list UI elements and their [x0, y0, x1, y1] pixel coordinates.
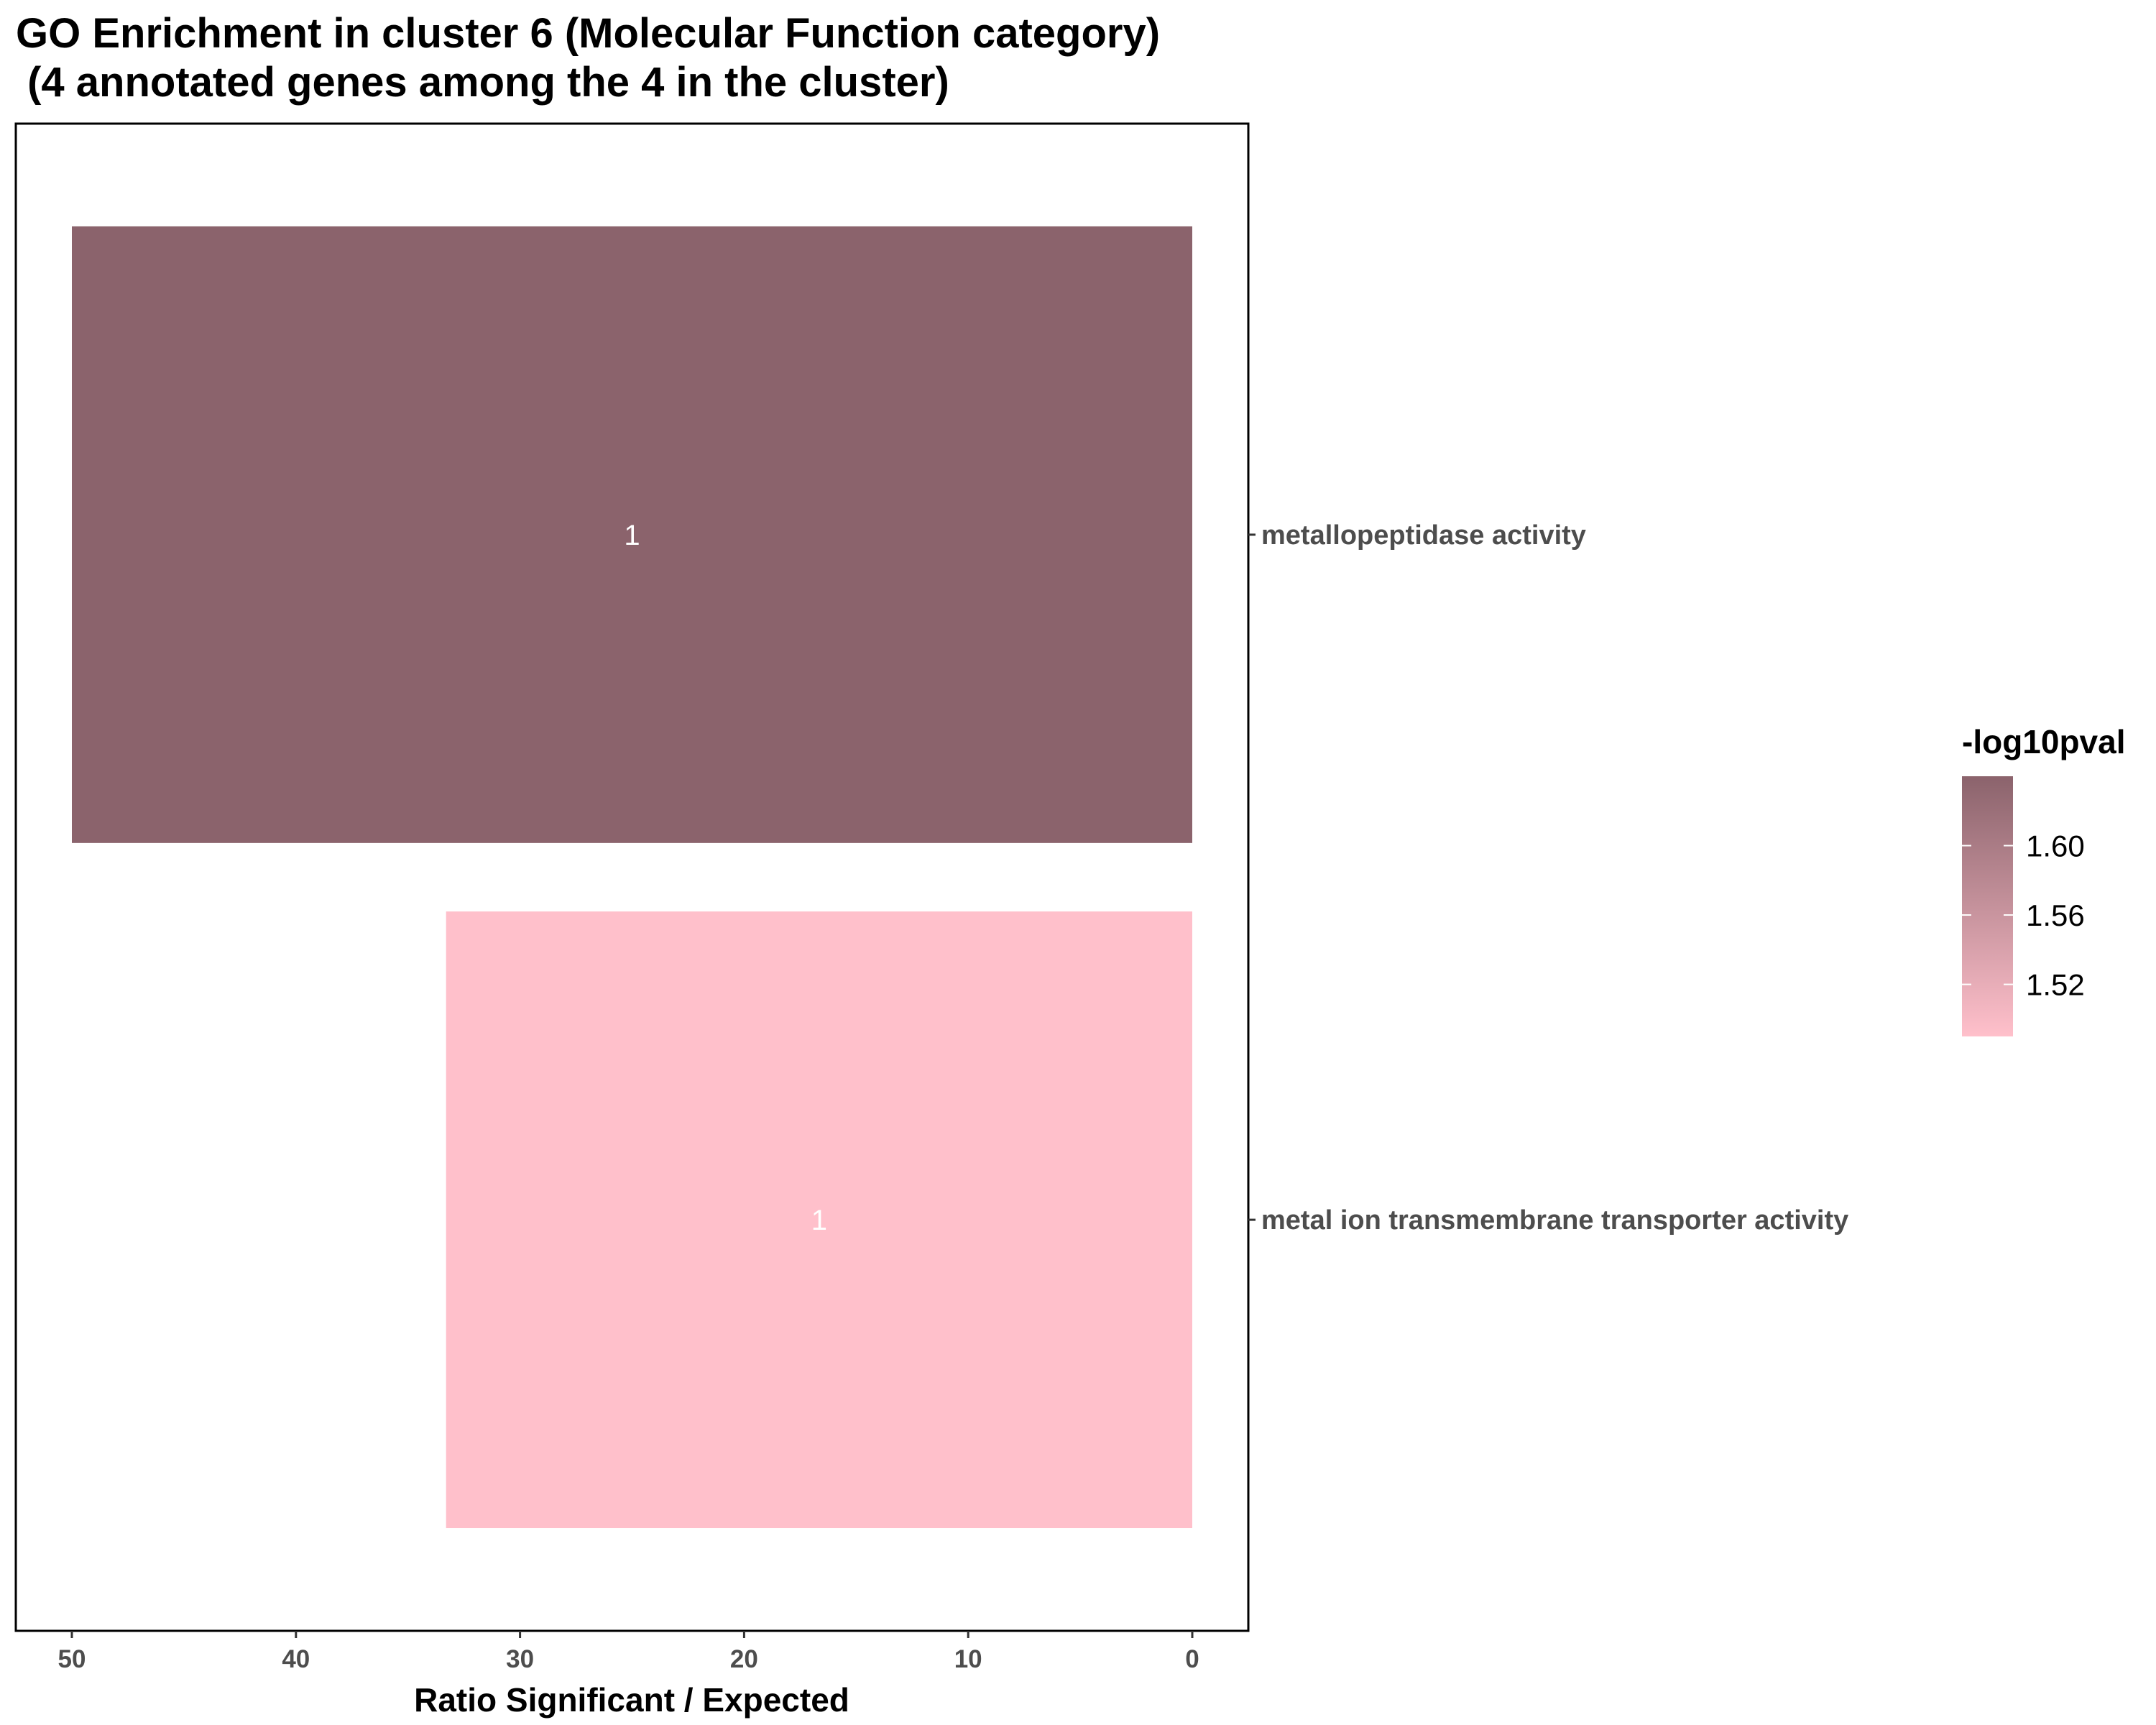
legend-tick-label: 1.56	[2026, 898, 2085, 932]
legend-colorbar	[1962, 776, 2013, 1036]
chart-title-line-2: (4 annotated genes among the 4 in the cl…	[16, 59, 949, 106]
legend-ticks: 1.52 1.56 1.60	[1962, 829, 2085, 1002]
color-legend: -log10pval 1.52 1.56 1.60	[1962, 723, 2126, 1036]
legend-title: -log10pval	[1962, 723, 2126, 760]
chart-title-line-1: GO Enrichment in cluster 6 (Molecular Fu…	[16, 10, 1160, 57]
x-axis-title: Ratio Significant / Expected	[414, 1681, 849, 1719]
legend-tick-label: 1.60	[2026, 829, 2085, 863]
legend-tick-label: 1.52	[2026, 968, 2085, 1002]
x-tick-label: 0	[1185, 1645, 1199, 1673]
bar-1	[72, 226, 1192, 843]
x-tick-label: 30	[506, 1645, 534, 1673]
bar-value-label: 1	[811, 1205, 827, 1236]
x-tick-label: 10	[954, 1645, 982, 1673]
category-label: metal ion transmembrane transporter acti…	[1261, 1205, 1848, 1236]
bars-layer	[72, 226, 1192, 1529]
x-tick-label: 40	[282, 1645, 310, 1673]
bar-labels-layer: 11	[624, 520, 827, 1236]
x-axis: 50 40 30 20 10 0	[58, 1631, 1199, 1673]
x-tick-label: 50	[58, 1645, 86, 1673]
category-label: metallopeptidase activity	[1261, 520, 1586, 551]
category-axis: metallopeptidase activity metal ion trans…	[1248, 520, 1848, 1236]
x-tick-label: 20	[730, 1645, 758, 1673]
bar-2	[446, 911, 1192, 1529]
bar-value-label: 1	[624, 520, 640, 551]
